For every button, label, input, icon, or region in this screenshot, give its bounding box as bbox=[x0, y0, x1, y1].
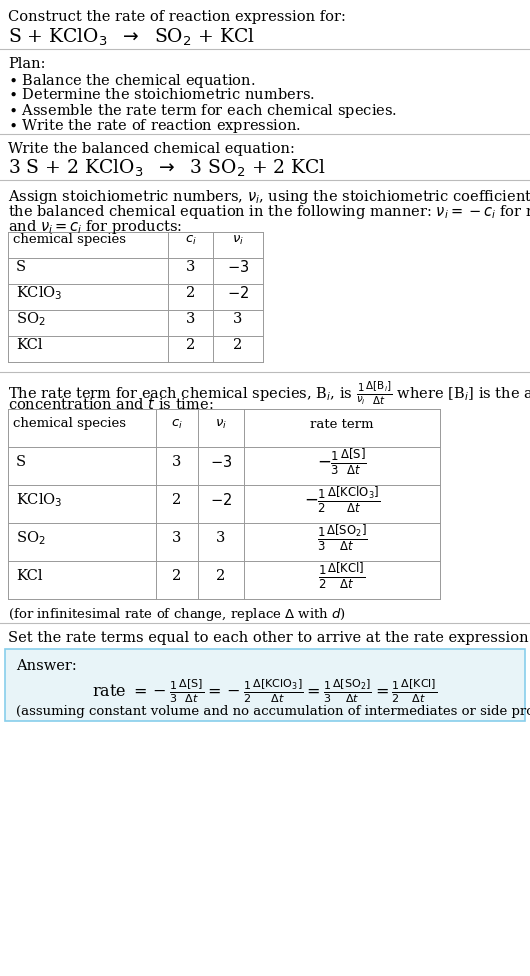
Text: 2: 2 bbox=[172, 493, 182, 507]
Text: Answer:: Answer: bbox=[16, 659, 77, 673]
Text: chemical species: chemical species bbox=[13, 418, 126, 430]
Text: 3: 3 bbox=[172, 531, 182, 545]
Text: SO$_2$: SO$_2$ bbox=[16, 310, 46, 328]
Text: SO$_2$: SO$_2$ bbox=[16, 529, 46, 547]
Text: 3: 3 bbox=[172, 455, 182, 469]
Text: the balanced chemical equation in the following manner: $\nu_i = -c_i$ for react: the balanced chemical equation in the fo… bbox=[8, 203, 530, 221]
Text: 2: 2 bbox=[216, 569, 226, 583]
Text: $c_i$: $c_i$ bbox=[184, 233, 197, 247]
Text: Plan:: Plan: bbox=[8, 57, 46, 71]
Text: 2: 2 bbox=[186, 286, 195, 300]
Text: Assign stoichiometric numbers, $\nu_i$, using the stoichiometric coefficients, $: Assign stoichiometric numbers, $\nu_i$, … bbox=[8, 188, 530, 206]
Text: $\frac{1}{3}\frac{\Delta[\mathrm{SO_2}]}{\Delta t}$: $\frac{1}{3}\frac{\Delta[\mathrm{SO_2}]}… bbox=[316, 523, 367, 553]
Text: $-\frac{1}{3}\frac{\Delta[\mathrm{S}]}{\Delta t}$: $-\frac{1}{3}\frac{\Delta[\mathrm{S}]}{\… bbox=[317, 447, 367, 477]
Text: 2: 2 bbox=[172, 569, 182, 583]
Text: concentration and $t$ is time:: concentration and $t$ is time: bbox=[8, 396, 214, 412]
Text: $\bullet$ Balance the chemical equation.: $\bullet$ Balance the chemical equation. bbox=[8, 72, 255, 90]
Text: The rate term for each chemical species, B$_i$, is $\frac{1}{\nu_i}\frac{\Delta[: The rate term for each chemical species,… bbox=[8, 380, 530, 407]
Text: (assuming constant volume and no accumulation of intermediates or side products): (assuming constant volume and no accumul… bbox=[16, 705, 530, 718]
Text: S: S bbox=[16, 260, 26, 274]
Text: S + KClO$_3$  $\rightarrow$  SO$_2$ + KCl: S + KClO$_3$ $\rightarrow$ SO$_2$ + KCl bbox=[8, 27, 255, 48]
Text: Set the rate terms equal to each other to arrive at the rate expression:: Set the rate terms equal to each other t… bbox=[8, 631, 530, 645]
Text: $-3$: $-3$ bbox=[210, 454, 232, 470]
Text: $c_i$: $c_i$ bbox=[171, 418, 183, 430]
Text: rate $= -\frac{1}{3}\frac{\Delta[\mathrm{S}]}{\Delta t} = -\frac{1}{2}\frac{\Del: rate $= -\frac{1}{3}\frac{\Delta[\mathrm… bbox=[92, 677, 438, 705]
Text: $\nu_i$: $\nu_i$ bbox=[215, 418, 227, 430]
Text: $\bullet$ Write the rate of reaction expression.: $\bullet$ Write the rate of reaction exp… bbox=[8, 117, 301, 135]
Text: rate term: rate term bbox=[310, 418, 374, 430]
Text: (for infinitesimal rate of change, replace $\Delta$ with $d$): (for infinitesimal rate of change, repla… bbox=[8, 606, 346, 623]
Text: $\nu_i$: $\nu_i$ bbox=[232, 233, 244, 247]
Text: S: S bbox=[16, 455, 26, 469]
FancyBboxPatch shape bbox=[5, 649, 525, 721]
Text: Write the balanced chemical equation:: Write the balanced chemical equation: bbox=[8, 142, 295, 156]
Text: 3: 3 bbox=[186, 260, 195, 274]
Text: Construct the rate of reaction expression for:: Construct the rate of reaction expressio… bbox=[8, 10, 346, 24]
Text: $-2$: $-2$ bbox=[227, 285, 249, 301]
Text: $-3$: $-3$ bbox=[227, 259, 249, 275]
Text: KCl: KCl bbox=[16, 338, 42, 352]
Text: and $\nu_i = c_i$ for products:: and $\nu_i = c_i$ for products: bbox=[8, 218, 182, 236]
Text: $\bullet$ Assemble the rate term for each chemical species.: $\bullet$ Assemble the rate term for eac… bbox=[8, 102, 397, 120]
Text: $\bullet$ Determine the stoichiometric numbers.: $\bullet$ Determine the stoichiometric n… bbox=[8, 87, 315, 102]
Text: chemical species: chemical species bbox=[13, 233, 126, 247]
Text: 3: 3 bbox=[233, 312, 243, 326]
Text: $\frac{1}{2}\frac{\Delta[\mathrm{KCl}]}{\Delta t}$: $\frac{1}{2}\frac{\Delta[\mathrm{KCl}]}{… bbox=[318, 560, 366, 591]
Text: KClO$_3$: KClO$_3$ bbox=[16, 491, 63, 508]
Text: 3: 3 bbox=[186, 312, 195, 326]
Text: KClO$_3$: KClO$_3$ bbox=[16, 284, 63, 302]
Text: $-2$: $-2$ bbox=[210, 492, 232, 508]
Text: $-\frac{1}{2}\frac{\Delta[\mathrm{KClO_3}]}{\Delta t}$: $-\frac{1}{2}\frac{\Delta[\mathrm{KClO_3… bbox=[304, 485, 380, 515]
Text: KCl: KCl bbox=[16, 569, 42, 583]
Text: 3 S + 2 KClO$_3$  $\rightarrow$  3 SO$_2$ + 2 KCl: 3 S + 2 KClO$_3$ $\rightarrow$ 3 SO$_2$ … bbox=[8, 158, 326, 180]
Text: 2: 2 bbox=[233, 338, 243, 352]
Text: 2: 2 bbox=[186, 338, 195, 352]
Text: 3: 3 bbox=[216, 531, 226, 545]
